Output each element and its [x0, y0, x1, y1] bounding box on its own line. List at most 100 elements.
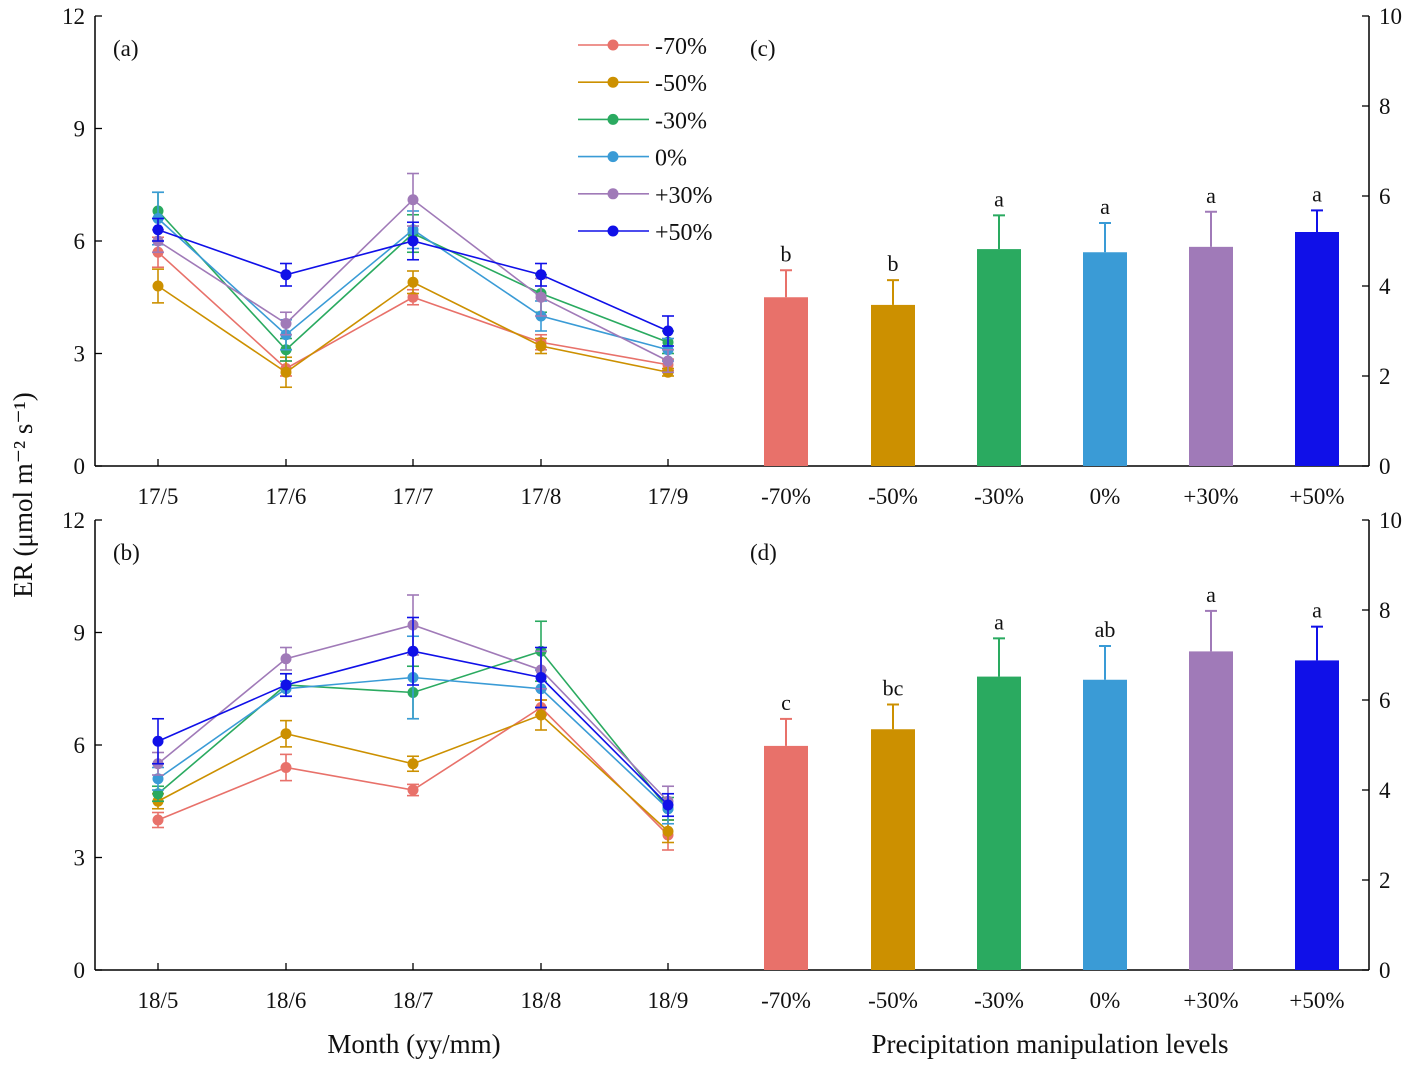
- bar: [1189, 246, 1233, 466]
- significance-letter: a: [1206, 183, 1216, 208]
- data-point: [152, 280, 164, 292]
- data-point: [662, 325, 674, 337]
- significance-letter: ab: [1095, 617, 1116, 642]
- bar: [1083, 679, 1127, 970]
- x-tick-label: -50%: [868, 988, 918, 1013]
- legend-marker: [607, 225, 619, 237]
- data-point: [280, 679, 292, 691]
- x-tick-label: -30%: [974, 484, 1024, 509]
- series-line: [157, 714, 669, 832]
- series--50%: [152, 268, 674, 389]
- legend-item: -50%: [578, 71, 707, 97]
- y-tick-label: 6: [1379, 184, 1391, 209]
- bar: [1189, 651, 1233, 970]
- legend-marker: [607, 151, 619, 163]
- data-point: [280, 762, 292, 773]
- data-point: [280, 366, 292, 378]
- significance-letter: bc: [883, 676, 904, 701]
- y-tick-label: 6: [74, 229, 86, 254]
- legend-label: +30%: [655, 183, 713, 209]
- y-tick-label: 12: [62, 508, 85, 533]
- significance-letter: c: [781, 690, 791, 715]
- data-point: [152, 788, 164, 800]
- series-+50%: [152, 217, 674, 347]
- x-tick-label: -70%: [761, 484, 811, 509]
- panel-label: (d): [750, 540, 777, 565]
- bar: [871, 729, 915, 970]
- data-point: [535, 269, 547, 281]
- y-tick-label: 6: [74, 733, 86, 758]
- panel-d: 0 2 4 6 8 10 (d) c -70% bc -50% a -30% ab 0% a +30% a +50%: [732, 508, 1402, 1013]
- y-tick-label: 8: [1379, 598, 1391, 623]
- x-tick-label: 17/5: [138, 484, 179, 509]
- data-point: [535, 291, 547, 303]
- y-tick-label: 10: [1379, 4, 1402, 29]
- bar: [871, 304, 915, 466]
- x-axis-title-months: Month (yy/mm): [327, 1029, 500, 1059]
- x-tick-label: 18/8: [521, 988, 562, 1013]
- x-tick-label: 17/7: [393, 484, 434, 509]
- data-point: [152, 224, 164, 236]
- significance-letter: a: [1312, 598, 1322, 623]
- legend: -70% -50% -30% 0% +30% +50%: [578, 34, 713, 246]
- legend-item: 0%: [578, 146, 687, 172]
- panel-b: 0 3 6 9 12 (b) 18/5 18/6 18/7 18/8 18/9: [62, 508, 732, 1013]
- legend-item: +30%: [578, 183, 713, 209]
- legend-item: +50%: [578, 220, 713, 246]
- legend-label: -70%: [655, 34, 707, 60]
- bar: [764, 297, 808, 466]
- bar: [1295, 660, 1339, 970]
- x-tick-label: 0%: [1090, 988, 1121, 1013]
- legend-label: +50%: [655, 220, 713, 246]
- bar: [977, 676, 1021, 970]
- x-tick-label: 18/7: [393, 988, 434, 1013]
- x-tick-label: +30%: [1183, 988, 1238, 1013]
- legend-marker: [607, 113, 619, 125]
- y-tick-label: 4: [1379, 778, 1391, 803]
- data-point: [535, 672, 547, 683]
- y-tick-label: 0: [1379, 958, 1391, 983]
- y-tick-label: 3: [74, 342, 86, 367]
- panel-label: (b): [113, 540, 140, 565]
- x-tick-label: 17/6: [266, 484, 307, 509]
- y-tick-label: 4: [1379, 274, 1391, 299]
- y-tick-label: 0: [74, 454, 86, 479]
- legend-marker: [607, 39, 619, 51]
- panel-c: 0 2 4 6 8 10 (c) b -70% b -50% a -30% a 0% a +30% a +50%: [732, 4, 1402, 509]
- y-tick-label: 8: [1379, 94, 1391, 119]
- data-point: [280, 728, 292, 740]
- series-+50%: [152, 616, 674, 818]
- series-line: [157, 251, 669, 370]
- y-axis-title: ER (μmol m⁻² s⁻¹): [8, 392, 38, 597]
- x-tick-label: 18/5: [138, 988, 179, 1013]
- data-point: [662, 825, 674, 837]
- data-point: [280, 653, 292, 665]
- x-tick-label: +30%: [1183, 484, 1238, 509]
- data-point: [407, 758, 419, 770]
- data-point: [535, 709, 547, 721]
- y-tick-label: 6: [1379, 688, 1391, 713]
- data-point: [152, 814, 164, 826]
- significance-letter: b: [888, 251, 899, 276]
- x-tick-label: -70%: [761, 988, 811, 1013]
- series--70%: [152, 699, 674, 851]
- legend-item: -70%: [578, 34, 707, 60]
- data-point: [407, 235, 419, 247]
- data-point: [152, 735, 164, 747]
- y-tick-label: 2: [1379, 364, 1391, 389]
- data-point: [152, 773, 164, 785]
- data-point: [407, 291, 419, 303]
- data-point: [662, 799, 674, 811]
- legend-label: 0%: [655, 146, 687, 172]
- x-tick-label: 18/6: [266, 988, 307, 1013]
- data-point: [407, 194, 419, 206]
- data-point: [535, 340, 547, 352]
- x-tick-label: 17/8: [521, 484, 562, 509]
- y-tick-label: 9: [74, 621, 86, 646]
- data-point: [280, 318, 292, 329]
- significance-letter: a: [994, 186, 1004, 211]
- x-tick-label: +50%: [1289, 988, 1344, 1013]
- y-tick-label: 12: [62, 4, 85, 29]
- bar: [1083, 252, 1127, 466]
